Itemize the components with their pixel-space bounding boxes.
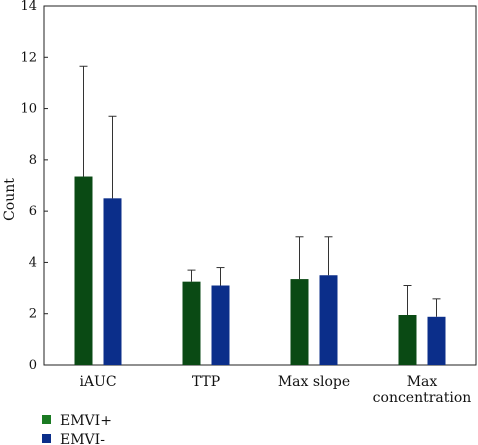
- bar-EMVI+: [398, 314, 417, 365]
- category-label: concentration: [373, 390, 472, 406]
- bar-EMVI-: [211, 285, 230, 365]
- y-tick-label: 2: [29, 307, 37, 322]
- y-tick-label: 14: [20, 0, 37, 14]
- plot-border: [43, 5, 477, 366]
- bar-EMVI+: [182, 281, 201, 365]
- y-tick-label: 8: [29, 153, 37, 168]
- bar-EMVI+: [74, 176, 93, 365]
- bar-EMVI+: [290, 279, 309, 365]
- legend-swatch-EMVI+: [42, 415, 51, 424]
- legend-label: EMVI-: [60, 432, 105, 445]
- y-tick-label: 4: [29, 255, 37, 270]
- y-tick-label: 10: [20, 102, 37, 117]
- y-tick-label: 0: [29, 358, 37, 373]
- category-label: iAUC: [79, 374, 116, 390]
- y-tick-label: 6: [29, 204, 37, 219]
- y-axis-title: Count: [2, 178, 18, 221]
- legend-label: EMVI+: [60, 413, 112, 429]
- y-tick-label: 12: [20, 50, 37, 65]
- category-label: Max slope: [278, 374, 350, 390]
- bar-EMVI-: [319, 275, 338, 365]
- legend-swatch-EMVI-: [42, 434, 51, 443]
- bar-EMVI-: [427, 316, 446, 365]
- category-label: TTP: [192, 374, 220, 390]
- category-label: Max: [407, 374, 438, 390]
- bar-EMVI-: [103, 198, 122, 365]
